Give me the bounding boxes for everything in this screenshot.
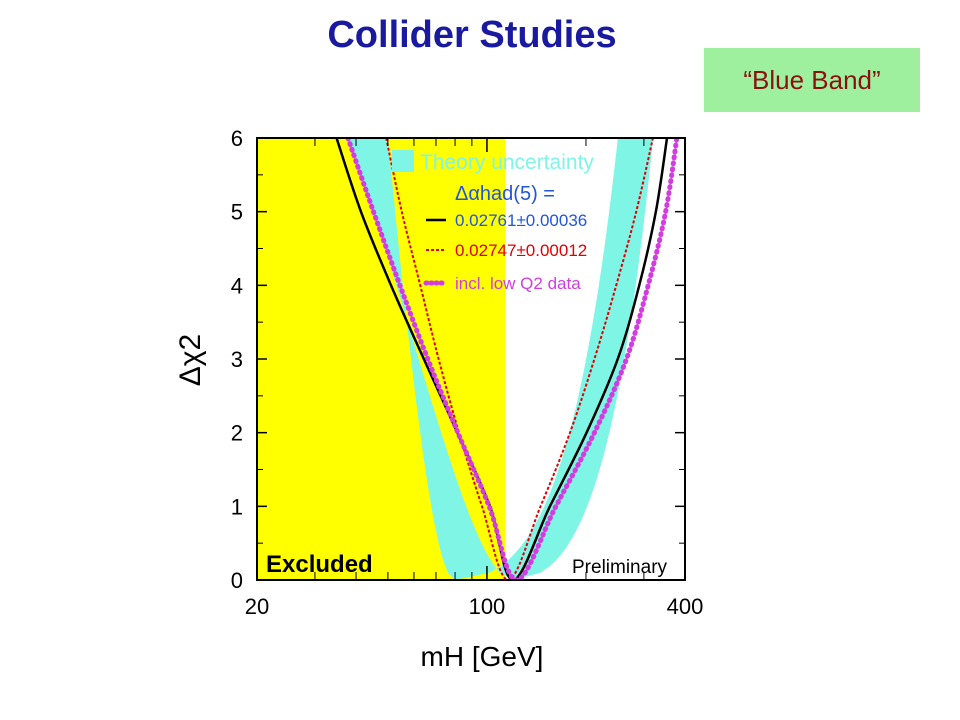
y-tick-label: 3 — [231, 347, 243, 372]
y-tick-label: 5 — [231, 200, 243, 225]
legend-header: Δαhad(5) = — [455, 183, 555, 205]
y-tick-label: 4 — [231, 273, 243, 298]
y-tick-label: 2 — [231, 421, 243, 446]
x-tick-label: 400 — [667, 594, 704, 619]
blue-band-callout: “Blue Band” — [704, 48, 920, 112]
x-tick-label: 20 — [245, 594, 269, 619]
x-tick-label: 100 — [469, 594, 506, 619]
legend-entry-1: 0.02761±0.00036 — [455, 211, 587, 230]
legend: Theory uncertainty Δαhad(5) = 0.02761±0.… — [392, 150, 594, 293]
legend-entry-2: 0.02747±0.00012 — [455, 241, 587, 260]
y-tick-label: 1 — [231, 494, 243, 519]
legend-entry-3: incl. low Q2 data — [455, 274, 581, 293]
slide-title: Collider Studies — [327, 14, 617, 56]
series-curve-2 — [385, 138, 654, 580]
y-axis-label: Δχ2 — [174, 334, 207, 386]
preliminary-label: Preliminary — [572, 557, 668, 578]
y-tick-label: 0 — [231, 568, 243, 593]
excluded-label: Excluded — [266, 551, 373, 578]
legend-band-label: Theory uncertainty — [420, 151, 594, 174]
x-axis-label: mH [GeV] — [421, 641, 544, 672]
legend-band-swatch — [392, 150, 414, 172]
y-tick-label: 6 — [231, 126, 243, 151]
axis-ticks: 0 1 2 3 4 5 6 20 100 400 — [231, 126, 704, 619]
